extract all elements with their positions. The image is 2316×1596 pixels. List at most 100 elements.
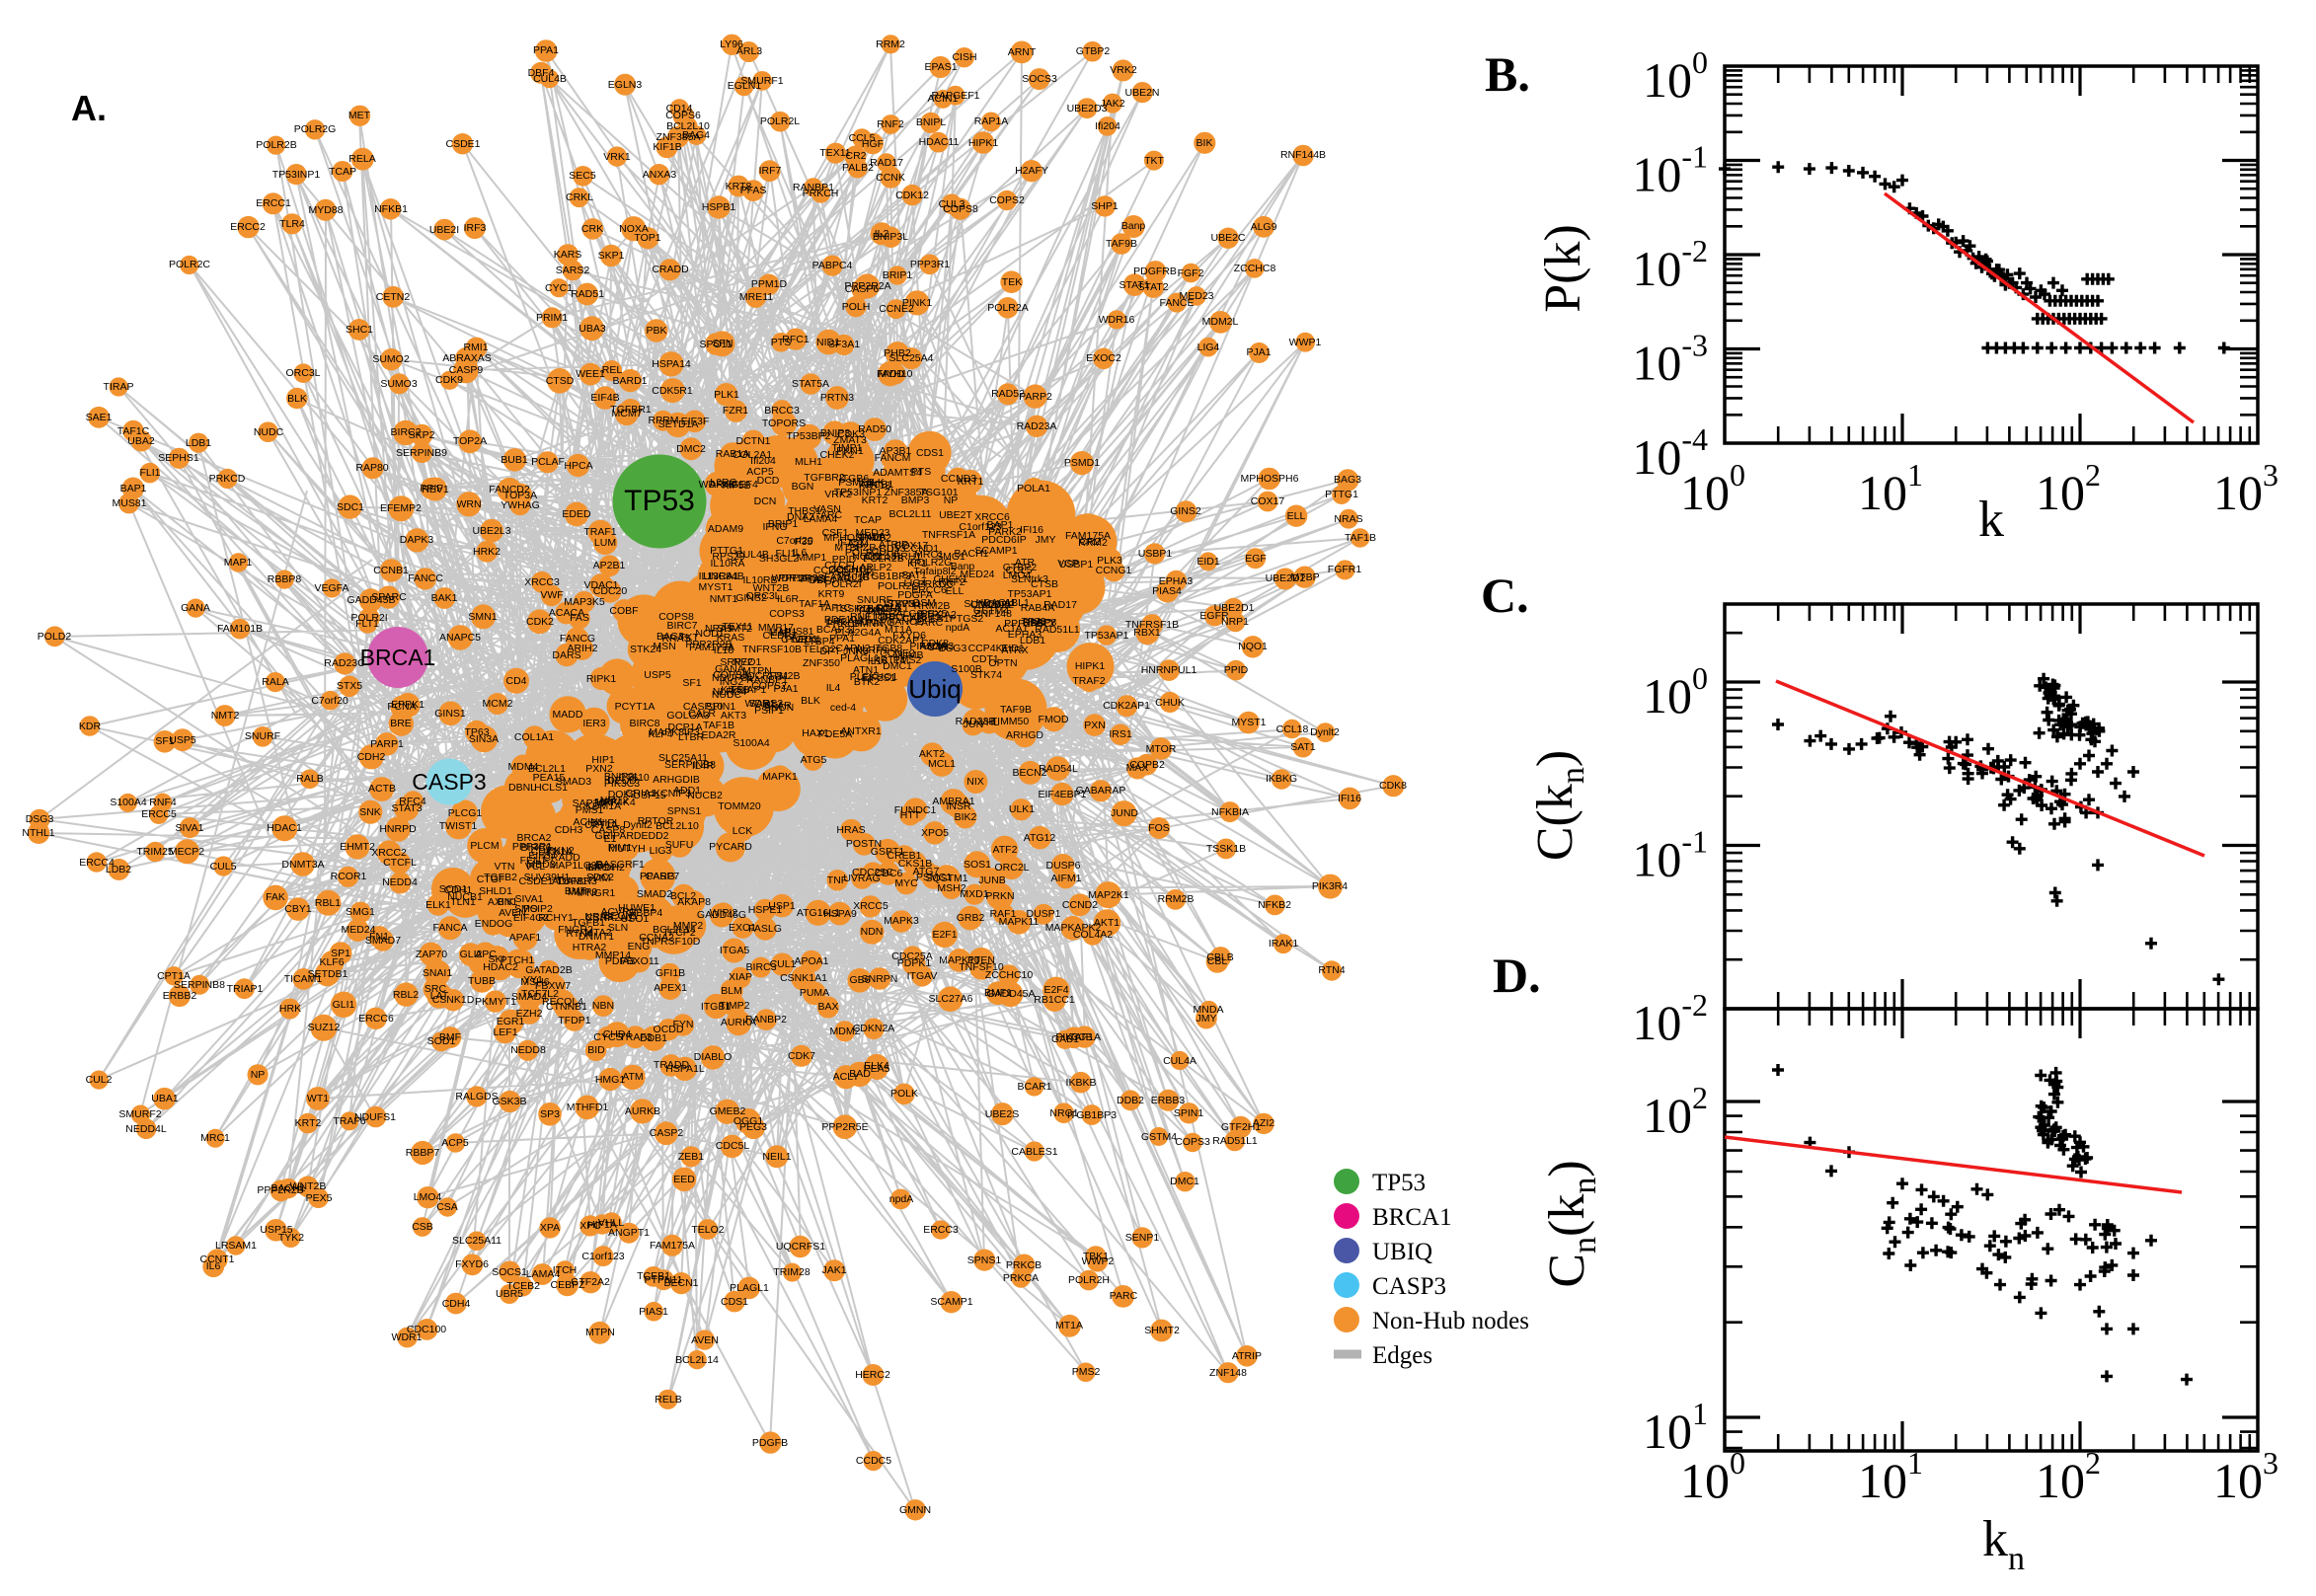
svg-text:Dynlt2: Dynlt2 <box>1310 726 1340 738</box>
svg-text:ITGB1BP3: ITGB1BP3 <box>1067 1109 1117 1121</box>
svg-text:ENDOG: ENDOG <box>475 918 513 930</box>
svg-text:HDAC11: HDAC11 <box>919 136 960 148</box>
svg-text:PTCH1: PTCH1 <box>501 954 535 966</box>
svg-text:PXN2: PXN2 <box>585 763 613 775</box>
svg-text:PTEN: PTEN <box>967 954 995 966</box>
svg-text:BLK: BLK <box>287 393 307 405</box>
svg-text:PRTN3: PRTN3 <box>820 392 854 404</box>
svg-text:IL4: IL4 <box>826 682 841 694</box>
svg-text:CCNE2: CCNE2 <box>879 303 914 315</box>
svg-text:NQO1: NQO1 <box>1238 641 1268 652</box>
svg-text:SPNS1: SPNS1 <box>967 1254 1002 1266</box>
svg-text:TRIM25: TRIM25 <box>136 846 174 858</box>
svg-text:ERCC2: ERCC2 <box>230 221 266 233</box>
svg-text:PEX5: PEX5 <box>306 1192 333 1204</box>
svg-text:ANGPT1: ANGPT1 <box>608 1227 650 1239</box>
svg-text:ITGB1: ITGB1 <box>701 1001 732 1013</box>
svg-text:RBL2: RBL2 <box>393 989 419 1001</box>
svg-text:WDR1: WDR1 <box>392 1331 423 1343</box>
svg-text:MAX: MAX <box>1126 762 1149 774</box>
svg-text:E2F1: E2F1 <box>932 929 957 941</box>
svg-text:CD53: CD53 <box>880 543 906 555</box>
svg-text:PJA1: PJA1 <box>1246 346 1271 358</box>
svg-text:LRSAM1: LRSAM1 <box>215 1240 257 1252</box>
svg-text:BAG3: BAG3 <box>1334 474 1361 486</box>
svg-text:PABPC4: PABPC4 <box>812 260 853 271</box>
svg-text:C1orf123: C1orf123 <box>581 1251 624 1262</box>
svg-text:HSPA14: HSPA14 <box>652 358 691 370</box>
svg-text:EID1: EID1 <box>1197 556 1220 568</box>
svg-text:NFKB2: NFKB2 <box>1258 899 1291 911</box>
svg-text:JMY: JMY <box>1197 1013 1217 1025</box>
svg-text:TNFRSF1A: TNFRSF1A <box>922 529 975 541</box>
svg-text:GANA: GANA <box>181 602 210 614</box>
svg-text:TCEB2: TCEB2 <box>506 1280 540 1292</box>
svg-text:P35: P35 <box>795 536 813 548</box>
svg-text:EXOC2: EXOC2 <box>1086 352 1121 364</box>
svg-text:MTPN: MTPN <box>585 1327 615 1338</box>
svg-text:B.: B. <box>1485 46 1530 102</box>
svg-text:SH3GL2: SH3GL2 <box>759 553 799 565</box>
svg-text:NEDD8: NEDD8 <box>510 1044 546 1056</box>
svg-text:BCAR1: BCAR1 <box>1017 1081 1051 1093</box>
svg-text:CASP6: CASP6 <box>845 283 880 295</box>
svg-text:TRADD: TRADD <box>654 1059 690 1071</box>
svg-text:TP53: TP53 <box>624 485 695 517</box>
svg-text:IL10RB: IL10RB <box>742 574 777 586</box>
svg-text:STAT2: STAT2 <box>1137 281 1168 293</box>
svg-text:k: k <box>1978 492 2004 548</box>
svg-text:RTN4: RTN4 <box>1318 964 1345 976</box>
svg-text:TP73: TP73 <box>1021 616 1045 628</box>
svg-text:100: 100 <box>1643 44 1708 108</box>
svg-text:IRF7: IRF7 <box>759 165 782 177</box>
svg-text:PLK1: PLK1 <box>714 389 739 401</box>
svg-text:XIAP: XIAP <box>729 971 752 983</box>
svg-text:CUL4A: CUL4A <box>1163 1055 1197 1067</box>
svg-text:SOD1: SOD1 <box>427 1035 456 1047</box>
svg-text:FLI1: FLI1 <box>139 467 160 479</box>
svg-text:ITGA5: ITGA5 <box>720 945 750 956</box>
svg-text:RAB1A: RAB1A <box>716 448 749 460</box>
svg-text:PRKCD: PRKCD <box>209 473 246 485</box>
svg-text:FAM175A: FAM175A <box>650 1240 695 1252</box>
svg-text:KRT2: KRT2 <box>295 1117 322 1129</box>
svg-text:CASP3: CASP3 <box>412 769 486 795</box>
svg-text:ELK4: ELK4 <box>864 1060 889 1072</box>
svg-text:BACH1: BACH1 <box>270 1182 305 1194</box>
svg-text:IRF3: IRF3 <box>464 222 487 234</box>
svg-text:DAPK3: DAPK3 <box>400 534 434 546</box>
svg-text:PLCG1: PLCG1 <box>448 807 483 819</box>
svg-text:EPAS1: EPAS1 <box>924 61 957 73</box>
svg-text:BRCC3: BRCC3 <box>764 405 800 417</box>
svg-text:SIVA1: SIVA1 <box>176 822 204 834</box>
svg-text:NOXA: NOXA <box>619 223 649 235</box>
svg-text:COL1A1: COL1A1 <box>514 731 554 743</box>
svg-text:CCNA2: CCNA2 <box>639 932 674 944</box>
svg-text:CTSB: CTSB <box>1031 578 1058 590</box>
svg-text:VRK2: VRK2 <box>1110 64 1137 76</box>
svg-text:MDM2L: MDM2L <box>1202 316 1239 328</box>
svg-text:RELB: RELB <box>655 1394 681 1406</box>
svg-text:ATG16L1: ATG16L1 <box>797 907 840 919</box>
svg-text:WIPI2: WIPI2 <box>710 907 738 919</box>
svg-text:TRIM28: TRIM28 <box>773 1266 811 1278</box>
svg-text:SKI: SKI <box>489 953 505 965</box>
svg-text:EED: EED <box>673 1174 695 1185</box>
svg-text:TP53INP1: TP53INP1 <box>272 169 321 181</box>
svg-text:10-1: 10-1 <box>1632 824 1708 887</box>
svg-text:100: 100 <box>1643 660 1708 723</box>
svg-text:BMF1: BMF1 <box>984 987 1012 999</box>
svg-text:PDGFRB: PDGFRB <box>1133 266 1177 277</box>
svg-text:JUN: JUN <box>964 719 983 730</box>
svg-text:TUBB: TUBB <box>468 975 496 987</box>
svg-text:POLA1: POLA1 <box>1017 483 1050 494</box>
svg-text:10-3: 10-3 <box>1632 328 1708 391</box>
svg-text:HDAC1: HDAC1 <box>267 822 302 834</box>
svg-text:DCN: DCN <box>754 495 777 507</box>
svg-text:XPA: XPA <box>540 1222 560 1234</box>
svg-text:TEK: TEK <box>1002 276 1022 288</box>
svg-text:PDPK1: PDPK1 <box>897 957 932 969</box>
svg-text:GTF2A2: GTF2A2 <box>571 1276 610 1288</box>
svg-text:POLD2: POLD2 <box>38 631 72 643</box>
svg-text:DCTN1: DCTN1 <box>735 435 770 447</box>
